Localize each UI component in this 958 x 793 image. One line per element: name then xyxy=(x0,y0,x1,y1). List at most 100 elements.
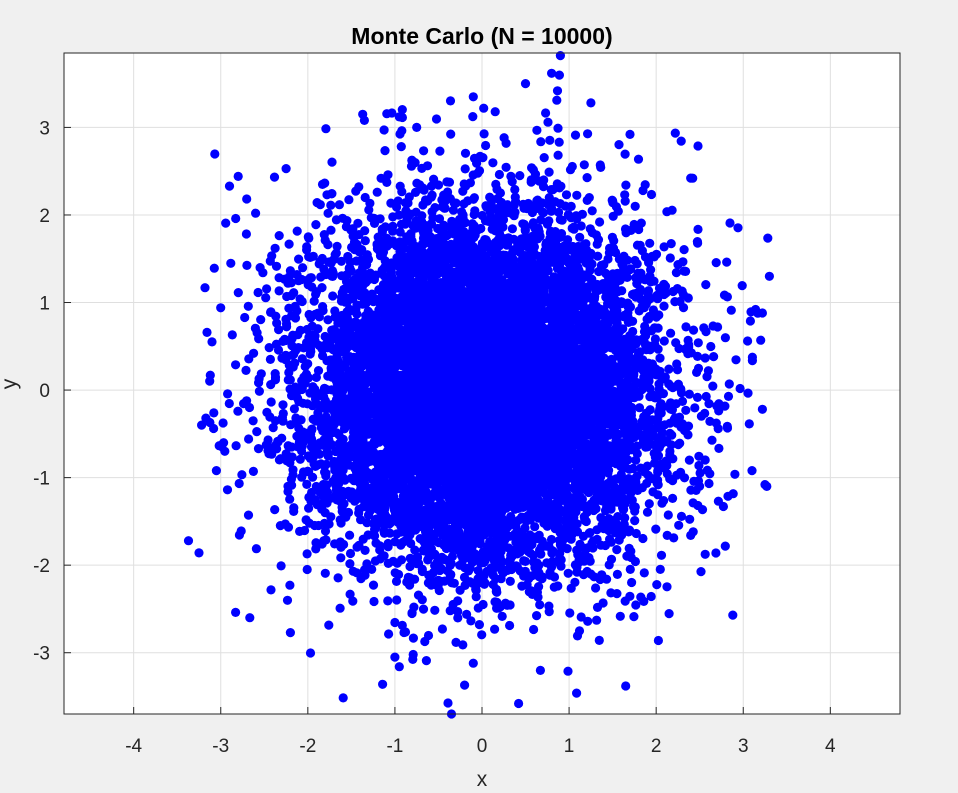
data-point xyxy=(591,583,601,593)
data-point xyxy=(724,379,734,389)
data-point xyxy=(462,609,472,620)
data-point xyxy=(664,609,674,619)
data-point xyxy=(460,148,471,158)
data-point xyxy=(612,569,623,580)
data-point xyxy=(300,361,310,372)
data-point xyxy=(735,383,745,394)
scatter-points xyxy=(183,51,775,719)
data-point xyxy=(380,146,390,156)
data-point xyxy=(646,591,656,602)
data-point xyxy=(478,599,488,610)
data-point xyxy=(360,545,370,556)
data-point xyxy=(479,129,489,139)
data-point xyxy=(345,530,355,540)
data-point xyxy=(642,507,653,517)
data-point xyxy=(612,545,622,555)
data-point xyxy=(720,541,730,551)
data-point xyxy=(561,190,572,200)
data-point xyxy=(545,135,555,145)
data-point xyxy=(539,153,549,163)
data-point xyxy=(418,604,429,614)
data-point xyxy=(256,369,266,379)
data-point xyxy=(731,355,741,365)
data-point xyxy=(598,598,608,608)
data-point xyxy=(209,408,219,418)
data-point xyxy=(490,624,500,634)
data-point xyxy=(499,133,509,143)
data-point xyxy=(326,200,336,210)
data-point xyxy=(353,218,363,228)
data-point xyxy=(285,494,295,504)
data-point xyxy=(451,637,461,648)
data-point xyxy=(583,616,593,626)
data-point xyxy=(490,107,500,117)
data-point xyxy=(274,286,284,296)
data-point xyxy=(266,380,276,390)
data-point xyxy=(248,466,258,476)
data-point xyxy=(547,68,557,78)
data-point xyxy=(648,487,658,497)
data-point xyxy=(383,542,393,552)
data-point xyxy=(653,635,664,646)
data-point xyxy=(331,248,341,258)
data-point xyxy=(627,577,637,588)
data-point xyxy=(567,161,577,172)
data-point xyxy=(233,406,243,416)
data-point xyxy=(723,391,734,401)
data-point xyxy=(644,499,654,509)
data-point xyxy=(442,177,452,187)
data-point xyxy=(746,307,756,317)
data-point xyxy=(390,617,400,628)
data-point xyxy=(421,656,431,666)
data-point xyxy=(676,136,686,146)
data-point xyxy=(535,600,545,610)
data-point xyxy=(271,261,282,271)
data-point xyxy=(284,239,294,249)
data-point xyxy=(659,242,669,252)
data-point xyxy=(565,608,575,618)
data-point xyxy=(544,601,554,611)
data-point xyxy=(704,478,714,489)
data-point xyxy=(261,293,271,303)
data-point xyxy=(209,263,219,273)
data-point xyxy=(263,435,273,445)
data-point xyxy=(633,268,643,278)
data-point xyxy=(679,245,689,255)
data-point xyxy=(445,96,456,106)
data-point xyxy=(323,240,333,250)
data-point xyxy=(295,454,305,464)
data-point xyxy=(675,296,685,307)
data-point xyxy=(392,529,402,539)
data-point xyxy=(274,325,284,335)
data-point xyxy=(655,564,665,575)
data-point xyxy=(595,574,605,585)
data-point xyxy=(669,533,679,543)
data-point xyxy=(221,218,231,228)
data-point xyxy=(265,354,275,364)
data-point xyxy=(592,615,602,625)
data-point xyxy=(222,485,233,495)
data-point xyxy=(274,273,284,283)
data-point xyxy=(614,140,624,150)
data-point xyxy=(675,438,685,448)
data-point xyxy=(243,301,253,311)
data-point xyxy=(264,343,274,353)
data-point xyxy=(665,253,675,263)
data-point xyxy=(392,595,402,605)
data-point xyxy=(379,528,389,538)
data-point xyxy=(200,283,210,293)
data-point xyxy=(304,503,314,513)
data-point xyxy=(317,283,327,293)
data-point xyxy=(604,560,614,570)
data-point xyxy=(305,648,316,658)
data-point xyxy=(532,125,542,135)
data-point xyxy=(426,192,436,202)
data-point xyxy=(446,558,456,569)
data-point xyxy=(519,556,529,566)
data-point xyxy=(443,698,453,708)
data-point xyxy=(224,398,234,409)
data-point xyxy=(334,200,344,210)
data-point xyxy=(302,324,312,335)
data-point xyxy=(223,389,233,399)
data-point xyxy=(326,258,336,268)
